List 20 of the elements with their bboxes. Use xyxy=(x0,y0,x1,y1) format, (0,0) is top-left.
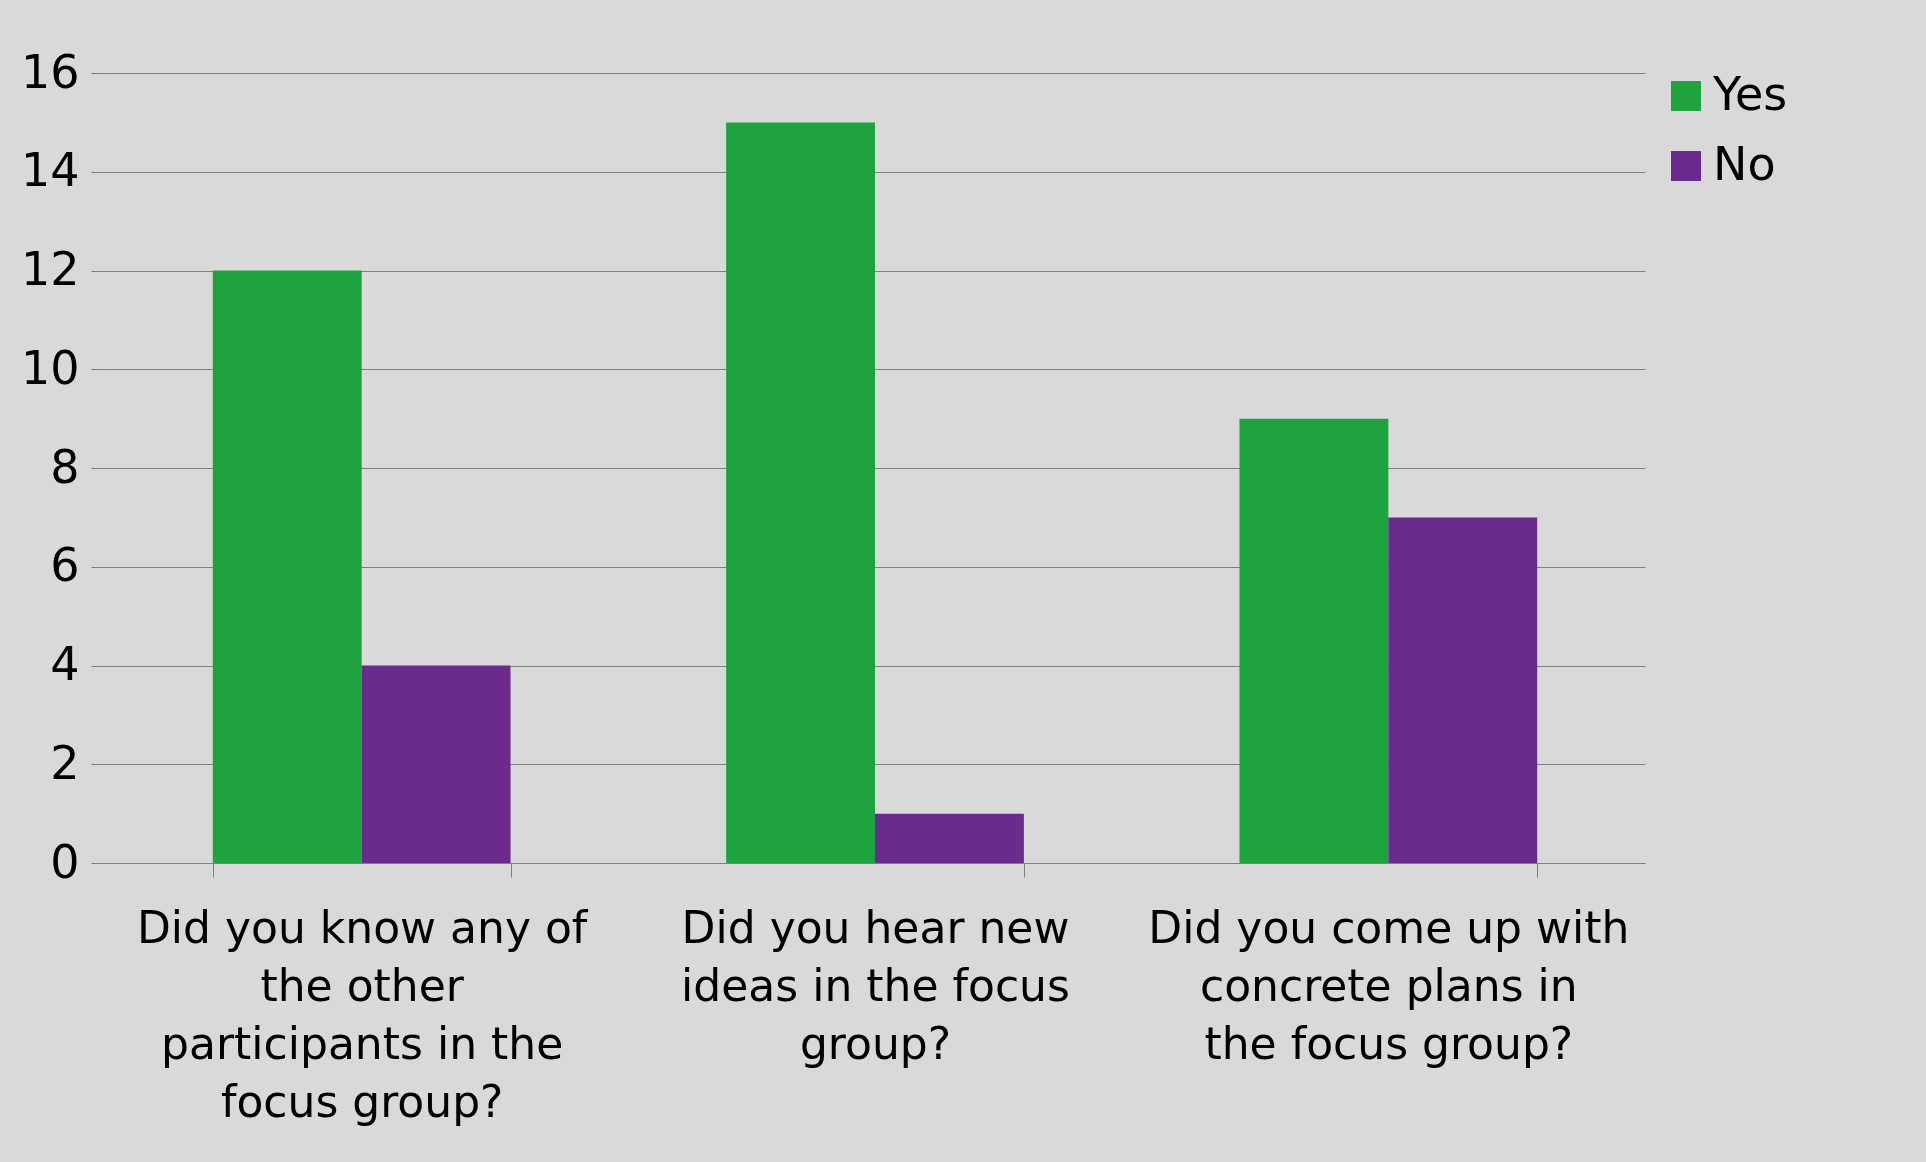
x-tick-label: Did you know any of the other participants in the focus group? xyxy=(136,901,589,1127)
bar xyxy=(1239,418,1389,863)
y-tick-label: 16 xyxy=(20,44,80,99)
legend-label: Yes xyxy=(1712,67,1788,121)
y-tick-label: 8 xyxy=(50,439,80,494)
y-tick-label: 4 xyxy=(50,637,80,691)
x-tick-label: Did you come up with concrete plans in the focus group? xyxy=(1148,901,1630,1069)
bar xyxy=(726,122,875,863)
x-tick-label: Did you hear new ideas in the focus group? xyxy=(681,901,1070,1069)
bar xyxy=(212,270,362,863)
y-tick-label: 10 xyxy=(20,340,80,395)
bar xyxy=(875,813,1024,863)
legend-label: No xyxy=(1713,137,1776,191)
y-tick-label: 12 xyxy=(20,242,80,296)
y-tick-label: 14 xyxy=(20,143,80,198)
y-tick-label: 0 xyxy=(50,834,80,889)
y-tick-label: 2 xyxy=(50,735,80,790)
bar xyxy=(1388,517,1538,863)
bar xyxy=(361,665,511,863)
y-tick-label: 6 xyxy=(50,538,80,593)
